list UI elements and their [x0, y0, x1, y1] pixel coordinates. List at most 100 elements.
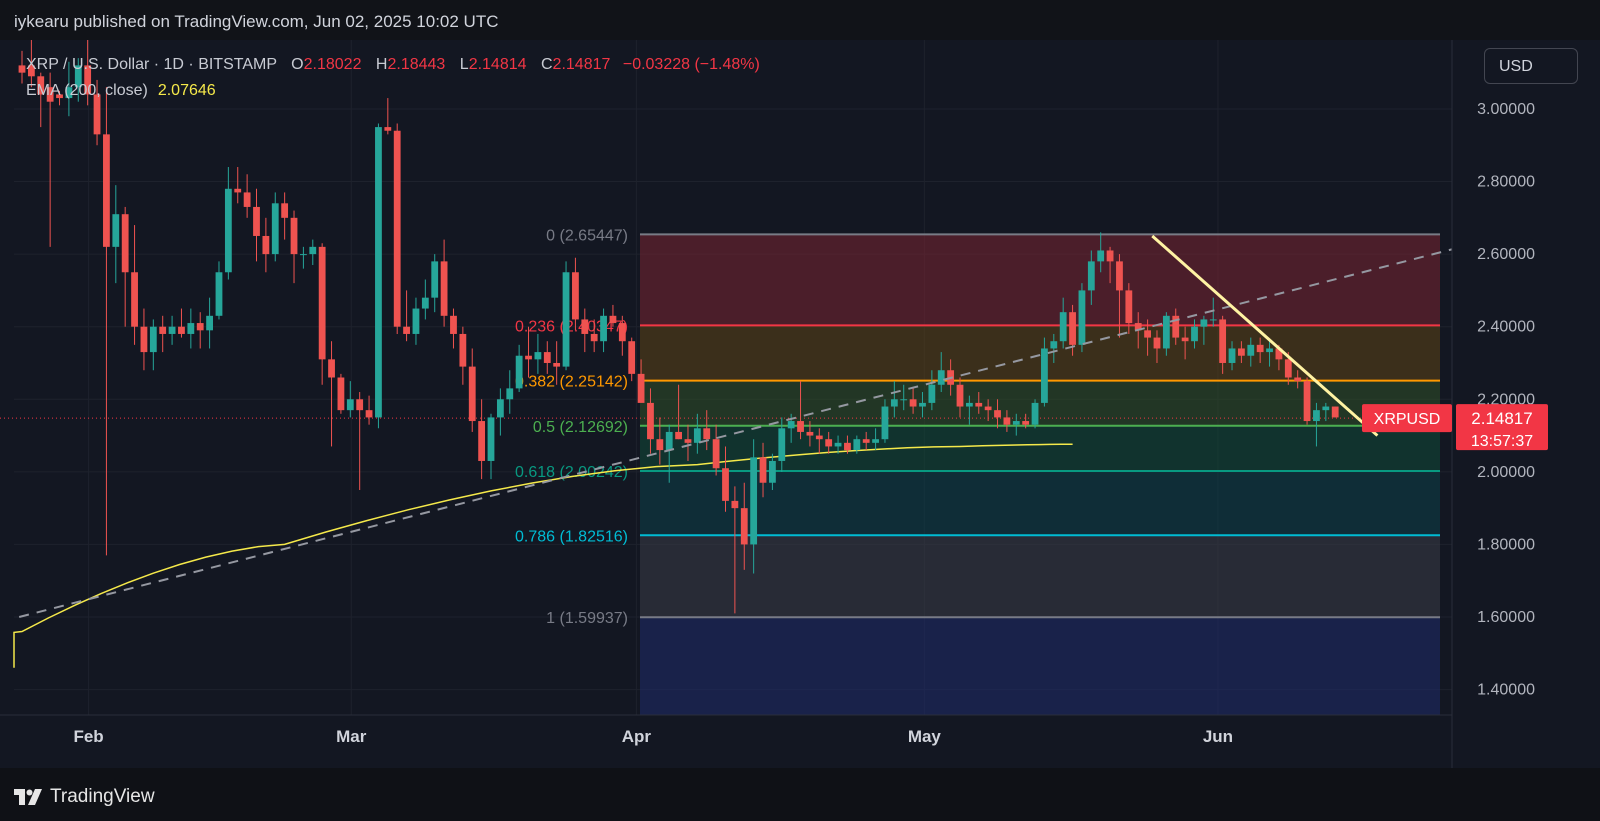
candle[interactable]: [1106, 246, 1114, 284]
candle[interactable]: [1303, 377, 1311, 425]
candle[interactable]: [525, 326, 532, 378]
candle[interactable]: [384, 98, 392, 135]
candle[interactable]: [431, 254, 439, 313]
fibonacci-retracement[interactable]: 0 (2.65447) 0.236 (2.40347) 0.382 (2.25142…: [515, 227, 1440, 715]
candle[interactable]: [375, 123, 382, 429]
candle[interactable]: [93, 79, 101, 146]
candle[interactable]: [712, 424, 720, 476]
candle[interactable]: [356, 392, 364, 490]
candle[interactable]: [1313, 402, 1320, 447]
candle[interactable]: [872, 428, 879, 451]
candle[interactable]: [496, 388, 504, 436]
descending-trendline[interactable]: [1151, 234, 1379, 437]
candle[interactable]: [346, 381, 354, 418]
candle[interactable]: [665, 424, 673, 483]
candle[interactable]: [572, 257, 579, 331]
candle[interactable]: [647, 388, 654, 454]
candle[interactable]: [853, 435, 861, 454]
candle[interactable]: [1003, 410, 1011, 432]
candle[interactable]: [534, 333, 542, 374]
candle[interactable]: [168, 315, 176, 345]
candle[interactable]: [1219, 315, 1227, 374]
candle[interactable]: [618, 315, 626, 356]
candle[interactable]: [1050, 333, 1058, 363]
candle[interactable]: [693, 413, 701, 454]
candle[interactable]: [487, 413, 495, 480]
candle[interactable]: [112, 185, 120, 284]
candle[interactable]: [722, 446, 729, 512]
candle[interactable]: [1031, 399, 1039, 429]
tradingview-logo[interactable]: TradingView: [14, 786, 155, 808]
candle[interactable]: [1331, 406, 1339, 418]
candle[interactable]: [1153, 330, 1161, 363]
candle[interactable]: [900, 384, 908, 411]
candle[interactable]: [178, 308, 185, 338]
candle[interactable]: [131, 225, 138, 345]
candle[interactable]: [393, 123, 401, 334]
candle[interactable]: [928, 370, 936, 411]
candle[interactable]: [937, 352, 945, 393]
candle[interactable]: [421, 279, 429, 320]
candle[interactable]: [1116, 254, 1123, 338]
candle[interactable]: [27, 40, 35, 88]
candle[interactable]: [46, 72, 54, 247]
candle[interactable]: [328, 341, 335, 447]
candle[interactable]: [825, 431, 833, 454]
candle[interactable]: [74, 58, 82, 102]
candle[interactable]: [1125, 283, 1133, 334]
candle[interactable]: [290, 210, 298, 284]
candle[interactable]: [1238, 341, 1245, 363]
candle[interactable]: [1078, 283, 1086, 353]
candle[interactable]: [815, 428, 823, 454]
candle[interactable]: [1200, 315, 1208, 345]
candle[interactable]: [609, 304, 617, 327]
candle[interactable]: [1087, 250, 1095, 305]
candle[interactable]: [834, 435, 842, 454]
candle[interactable]: [759, 442, 767, 498]
candle[interactable]: [1247, 337, 1255, 367]
candle[interactable]: [581, 308, 589, 353]
symbol-description[interactable]: XRP / U.S. Dollar · 1D · BITSTAMP: [26, 56, 277, 73]
candle[interactable]: [365, 395, 373, 425]
candle[interactable]: [56, 90, 63, 106]
candle[interactable]: [65, 61, 73, 117]
candle[interactable]: [1012, 413, 1020, 436]
candle[interactable]: [731, 486, 739, 614]
candle[interactable]: [281, 192, 289, 240]
candle[interactable]: [468, 348, 476, 432]
candle[interactable]: [844, 435, 851, 454]
candle[interactable]: [224, 167, 232, 280]
candle[interactable]: [262, 217, 270, 273]
candle[interactable]: [543, 341, 551, 374]
candle[interactable]: [84, 40, 92, 106]
candle[interactable]: [337, 373, 345, 414]
candle[interactable]: [450, 308, 457, 349]
candle[interactable]: [862, 431, 870, 451]
candles[interactable]: [18, 40, 1339, 614]
candle[interactable]: [187, 308, 195, 349]
candle[interactable]: [1041, 337, 1048, 407]
drawings[interactable]: [18, 234, 1505, 618]
candle[interactable]: [1322, 402, 1330, 422]
candle[interactable]: [684, 424, 692, 461]
candle[interactable]: [253, 188, 260, 262]
candle[interactable]: [309, 239, 317, 265]
candle[interactable]: [881, 399, 889, 443]
currency-button[interactable]: USD: [1484, 48, 1578, 84]
candle[interactable]: [243, 174, 251, 218]
candle[interactable]: [656, 417, 664, 465]
candle[interactable]: [562, 261, 570, 371]
candle[interactable]: [590, 319, 598, 353]
candle[interactable]: [675, 384, 682, 440]
candle[interactable]: [769, 453, 776, 490]
candle[interactable]: [994, 399, 1001, 429]
dashed-trendline[interactable]: [18, 234, 1505, 618]
candle[interactable]: [1294, 370, 1302, 389]
price-chart[interactable]: 0 (2.65447) 0.236 (2.40347) 0.382 (2.25142…: [0, 40, 1600, 768]
candle[interactable]: [515, 344, 523, 393]
candle[interactable]: [890, 381, 898, 418]
candle[interactable]: [750, 439, 758, 574]
ema-label[interactable]: EMA (200, close): [26, 82, 148, 99]
candle[interactable]: [919, 392, 926, 418]
candle[interactable]: [1256, 337, 1264, 363]
